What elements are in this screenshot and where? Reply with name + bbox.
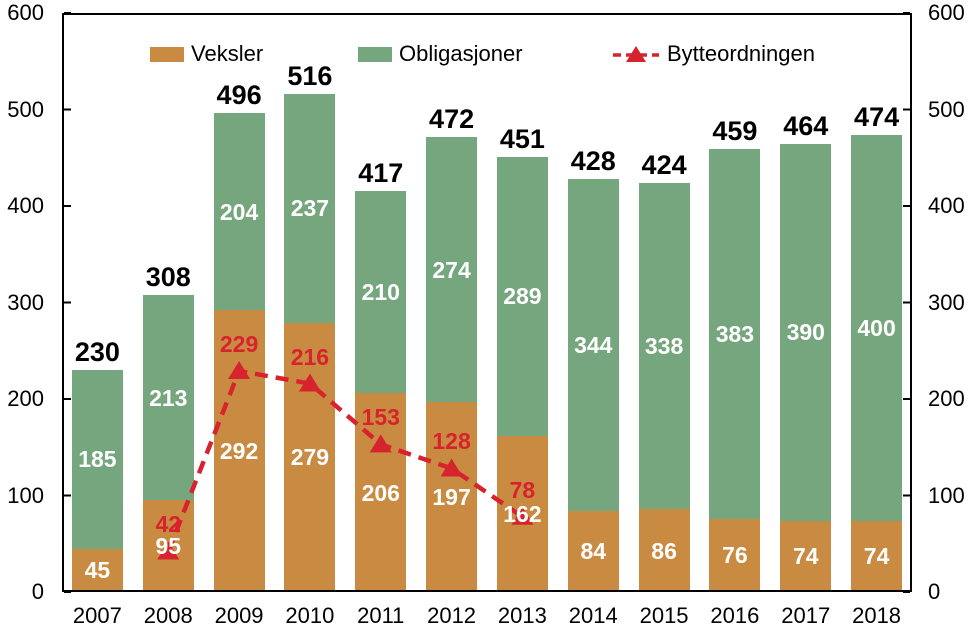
bar-segment-obligasjoner-2007	[71, 370, 123, 549]
legend-item-bytteordningen: Bytteordningen	[612, 40, 815, 68]
bar-segment-veksler-2017	[780, 520, 832, 592]
bar-segment-obligasjoner-2011	[355, 190, 407, 394]
legend: Veksler Obligasjoner Bytteordningen	[0, 40, 975, 68]
bar-segment-obligasjoner-2014	[567, 178, 619, 511]
bar-segment-obligasjoner-2009	[213, 113, 265, 311]
legend-label-bytteordningen: Bytteordningen	[667, 41, 815, 66]
plot-area-border	[62, 13, 912, 592]
bar-segment-veksler-2015	[638, 509, 690, 592]
legend-item-veksler: Veksler	[150, 40, 263, 68]
legend-item-obligasjoner: Obligasjoner	[358, 40, 523, 68]
bar-segment-veksler-2018	[851, 520, 903, 592]
bar-segment-obligasjoner-2018	[851, 134, 903, 521]
bar-segment-veksler-2016	[709, 518, 761, 592]
bar-segment-obligasjoner-2012	[426, 137, 478, 402]
bar-segment-obligasjoner-2017	[780, 144, 832, 521]
obligasjoner-swatch-icon	[358, 46, 392, 62]
veksler-swatch-icon	[150, 46, 184, 62]
bar-segment-veksler-2014	[567, 510, 619, 592]
legend-label-veksler: Veksler	[191, 41, 264, 66]
bar-segment-obligasjoner-2010	[284, 94, 336, 323]
bar-segment-obligasjoner-2016	[709, 149, 761, 519]
bar-segment-veksler-2007	[71, 548, 123, 592]
dashed-line-triangle-marker-icon	[613, 46, 659, 62]
legend-label-obligasjoner: Obligasjoner	[399, 41, 523, 66]
bar-segment-obligasjoner-2015	[638, 182, 690, 509]
